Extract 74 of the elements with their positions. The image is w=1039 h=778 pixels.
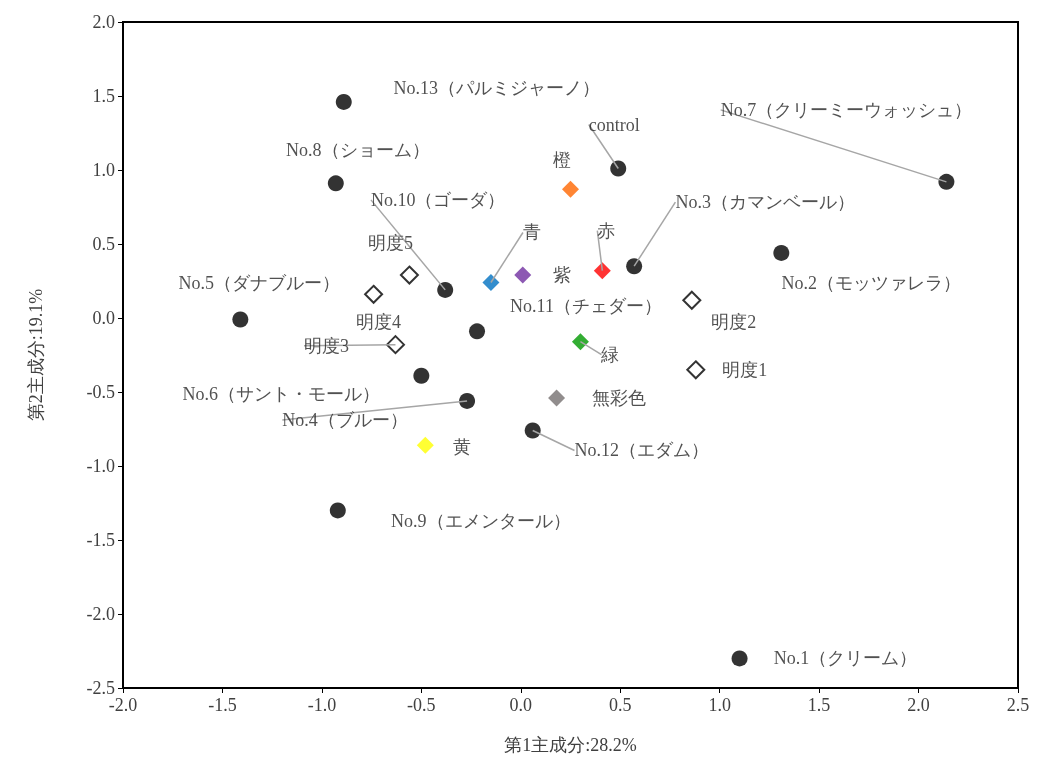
annotation: No.11（チェダー） [510,296,662,317]
annotation: 明度2 [711,312,757,333]
annotation: No.13（パルミジャーノ） [393,77,601,98]
annotation: No.3（カマンベール） [675,192,855,213]
annotation: 緑 [600,344,620,365]
point [686,360,706,380]
annotation: No.1（クリーム） [773,648,918,669]
point [232,311,249,328]
y-tick-label: -0.5 [86,382,115,402]
y-tick-label: -1.5 [86,530,115,550]
y-tick-label: 1.5 [92,86,115,106]
y-tick-label: 2.0 [92,12,115,32]
annotation: No.9（エメンタール） [391,511,571,532]
x-tick-label: 2.0 [907,695,930,715]
point [413,367,430,384]
annotation: No.6（サント・モール） [182,383,381,404]
annotation: No.10（ゴーダ） [370,189,506,210]
annotation: 無彩色 [591,387,646,408]
x-tick-label: 0.0 [509,695,533,715]
x-tick-label: -2.0 [108,695,138,715]
point [335,93,352,110]
point [459,392,476,409]
annotation: 明度4 [356,312,402,333]
x-tick-label: -0.5 [407,695,436,715]
point [327,175,344,192]
point [610,160,627,177]
point [938,173,955,190]
y-tick-label: 0.5 [92,234,115,254]
point [524,422,541,439]
y-tick-label: -2.0 [86,604,115,624]
annotation: 紫 [552,265,571,286]
y-tick-label: -2.5 [86,678,115,698]
point [364,284,384,304]
annotation: No.8（ショーム） [286,140,430,161]
y-tick-label: -1.0 [86,456,115,476]
point [469,323,486,340]
annotation: No.4（ブルー） [282,409,408,430]
annotation: 明度1 [722,359,768,380]
y-axis-title: 第2主成分:19.1% [26,288,46,422]
annotation: No.2（モッツァレラ） [781,272,962,293]
point [773,244,790,261]
point [562,180,579,198]
x-tick-label: 1.5 [807,695,831,715]
x-tick-label: -1.5 [208,695,237,715]
y-tick-label: 0.0 [92,308,115,328]
annotation: 橙 [552,150,571,171]
point [399,265,419,285]
x-axis-title: 第1主成分:28.2% [504,735,637,755]
point [571,333,589,351]
point [731,650,748,667]
annotation: 青 [522,222,541,243]
annotation: No.12（エダム） [574,440,709,461]
annotation: 明度5 [367,233,413,254]
point [548,389,566,407]
point [437,281,454,298]
annotation: control [588,114,640,135]
point [593,262,611,280]
annotation: 赤 [597,220,616,241]
annotation: No.7（クリーミーウォッシュ） [720,99,973,120]
annotation: 明度3 [303,335,349,356]
x-tick-label: 1.0 [708,695,731,715]
point [682,290,702,310]
annotation: No.5（ダナブルー） [178,273,341,294]
point [482,273,500,291]
point [416,436,434,454]
point [385,335,405,355]
x-tick-label: 2.5 [1006,695,1030,715]
x-tick-label: 0.5 [608,695,632,715]
point [514,266,532,284]
point [626,258,643,275]
annotation: 黄 [453,437,472,458]
point [329,502,346,519]
y-tick-label: 1.0 [92,160,115,180]
x-tick-label: -1.0 [307,695,337,715]
